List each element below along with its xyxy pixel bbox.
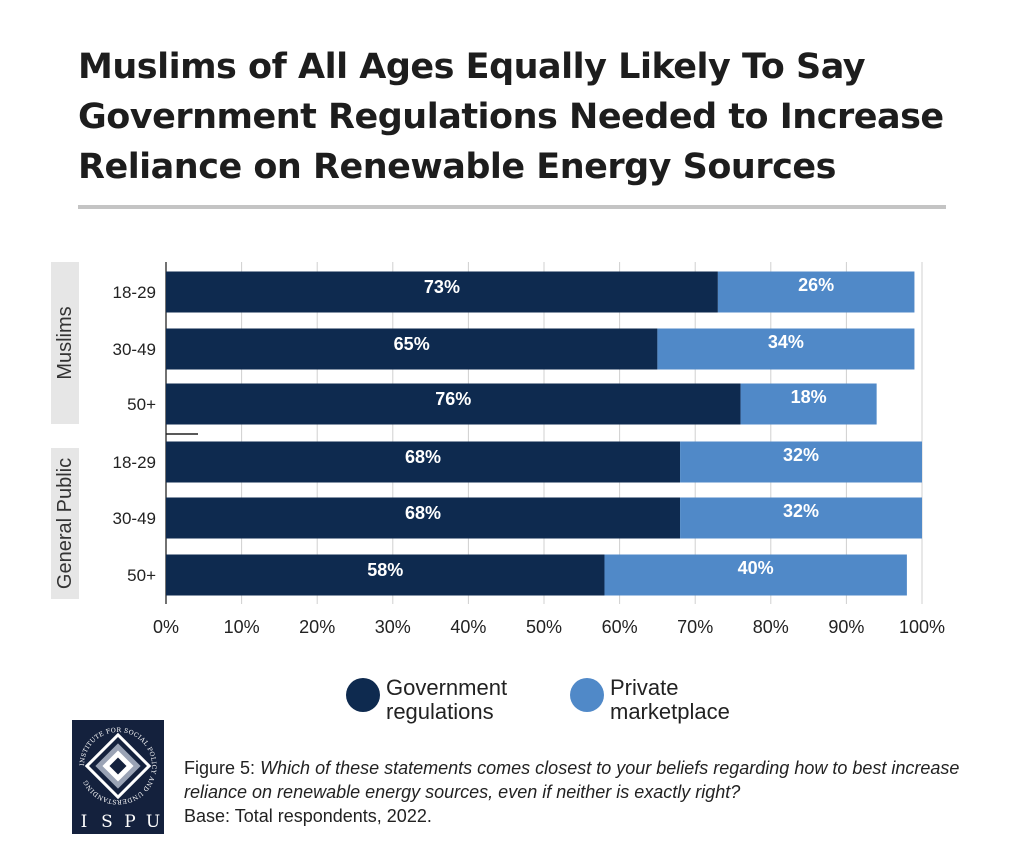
x-tick-label: 50%: [526, 617, 562, 637]
x-tick-label: 60%: [602, 617, 638, 637]
x-tick-label: 100%: [899, 617, 945, 637]
data-label-government: 68%: [405, 447, 441, 467]
category-label: 18-29: [113, 453, 156, 472]
category-label: 50+: [127, 566, 156, 585]
data-label-private: 34%: [768, 332, 804, 352]
stacked-bar-chart: 0% 10% 20% 30% 40% 50% 60% 70% 80% 90% 100% Muslims…: [51, 262, 945, 637]
data-label-government: 76%: [435, 389, 471, 409]
x-tick-label: 30%: [375, 617, 411, 637]
data-label-government: 58%: [367, 560, 403, 580]
x-tick-label: 70%: [677, 617, 713, 637]
logo-wordmark: I S P U: [72, 810, 164, 834]
bar-government: [166, 383, 741, 425]
data-label-private: 32%: [783, 501, 819, 521]
ispu-emblem-icon: INSTITUTE FOR SOCIAL POLICY AND UNDERSTA…: [79, 727, 157, 805]
group-label: Muslims: [54, 306, 76, 379]
caption-label: Figure 5:: [184, 758, 256, 778]
x-tick-label: 0%: [153, 617, 179, 637]
data-label-private: 32%: [783, 445, 819, 465]
chart-title: Muslims of All Ages Equally Likely To Sa…: [78, 42, 958, 192]
legend-label-private: Private marketplace: [610, 675, 730, 724]
data-label-private: 40%: [738, 558, 774, 578]
bar-government: [166, 328, 658, 370]
bar-private: [717, 271, 915, 313]
title-divider: [78, 205, 946, 209]
bar-government: [166, 441, 681, 483]
title-line-1: Muslims of All Ages Equally Likely To Sa…: [78, 47, 866, 87]
x-tick-label: 80%: [753, 617, 789, 637]
category-label: 30-49: [113, 340, 156, 359]
data-label-private: 18%: [791, 387, 827, 407]
group-label-background: [51, 262, 79, 424]
bar-private: [604, 554, 907, 596]
bar-government: [166, 554, 605, 596]
category-label: 18-29: [113, 283, 156, 302]
group-label-background: [51, 448, 79, 599]
group-label: General Public: [54, 458, 76, 589]
caption-base: Base: Total respondents, 2022.: [184, 806, 432, 826]
figure-caption: Figure 5: Which of these statements come…: [184, 756, 984, 828]
data-label-government: 73%: [424, 277, 460, 297]
data-label-private: 26%: [798, 275, 834, 295]
legend-swatch-private: [570, 678, 604, 712]
legend-swatch-government: [346, 678, 380, 712]
x-tick-label: 40%: [450, 617, 486, 637]
category-label: 30-49: [113, 509, 156, 528]
x-tick-label: 10%: [224, 617, 260, 637]
category-label: 50+: [127, 395, 156, 414]
ispu-logo: INSTITUTE FOR SOCIAL POLICY AND UNDERSTA…: [72, 720, 164, 834]
bar-private: [740, 383, 877, 425]
x-tick-label: 90%: [828, 617, 864, 637]
data-label-government: 68%: [405, 503, 441, 523]
bar-government: [166, 271, 718, 313]
bar-private: [680, 441, 922, 483]
bar-private: [657, 328, 915, 370]
title-line-2: Government Regulations Needed to Increas…: [78, 97, 944, 137]
x-tick-label: 20%: [299, 617, 335, 637]
title-line-3: Reliance on Renewable Energy Sources: [78, 147, 836, 187]
legend-label-government: Government regulations: [386, 675, 508, 724]
data-label-government: 65%: [394, 334, 430, 354]
bar-government: [166, 497, 681, 539]
bar-private: [680, 497, 922, 539]
caption-question: Which of these statements comes closest …: [184, 758, 960, 802]
